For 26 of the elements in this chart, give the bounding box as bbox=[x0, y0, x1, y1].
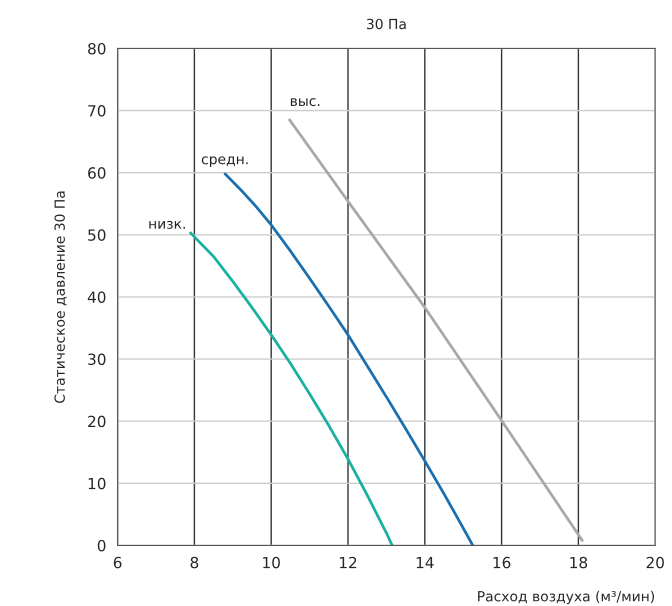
y-tick-label: 70 bbox=[88, 105, 106, 117]
line-series bbox=[224, 172, 474, 546]
x-tick-label: 10 bbox=[263, 556, 280, 568]
y-tick-label: 60 bbox=[88, 167, 106, 179]
x-tick-label: 14 bbox=[416, 556, 434, 568]
y-tick-label: 50 bbox=[88, 229, 106, 241]
y-tick-label: 80 bbox=[88, 42, 106, 54]
x-axis-title: Расход воздуха (м³/мин) bbox=[478, 590, 654, 604]
series-label: низк. bbox=[149, 220, 185, 229]
y-tick-label: 0 bbox=[98, 540, 106, 552]
x-tick-label: 20 bbox=[646, 556, 664, 568]
y-tick-label: 30 bbox=[88, 354, 106, 366]
x-tick-label: 18 bbox=[570, 556, 588, 568]
x-tick-label: 12 bbox=[340, 556, 356, 568]
line-series bbox=[189, 232, 394, 546]
series-label: выс. bbox=[290, 98, 320, 106]
y-tick-label: 20 bbox=[88, 416, 106, 428]
y-tick-label: 40 bbox=[88, 291, 106, 303]
series-label: средн. bbox=[202, 156, 248, 168]
x-tick-label: 16 bbox=[494, 556, 510, 568]
chart-title: 30 Па bbox=[366, 18, 406, 30]
line-series bbox=[288, 118, 584, 542]
x-tick-label: 8 bbox=[190, 556, 198, 568]
y-tick-label: 10 bbox=[88, 478, 106, 490]
x-tick-label: 6 bbox=[114, 556, 122, 568]
y-axis-title: Статическое давление 30 Па bbox=[54, 191, 67, 403]
